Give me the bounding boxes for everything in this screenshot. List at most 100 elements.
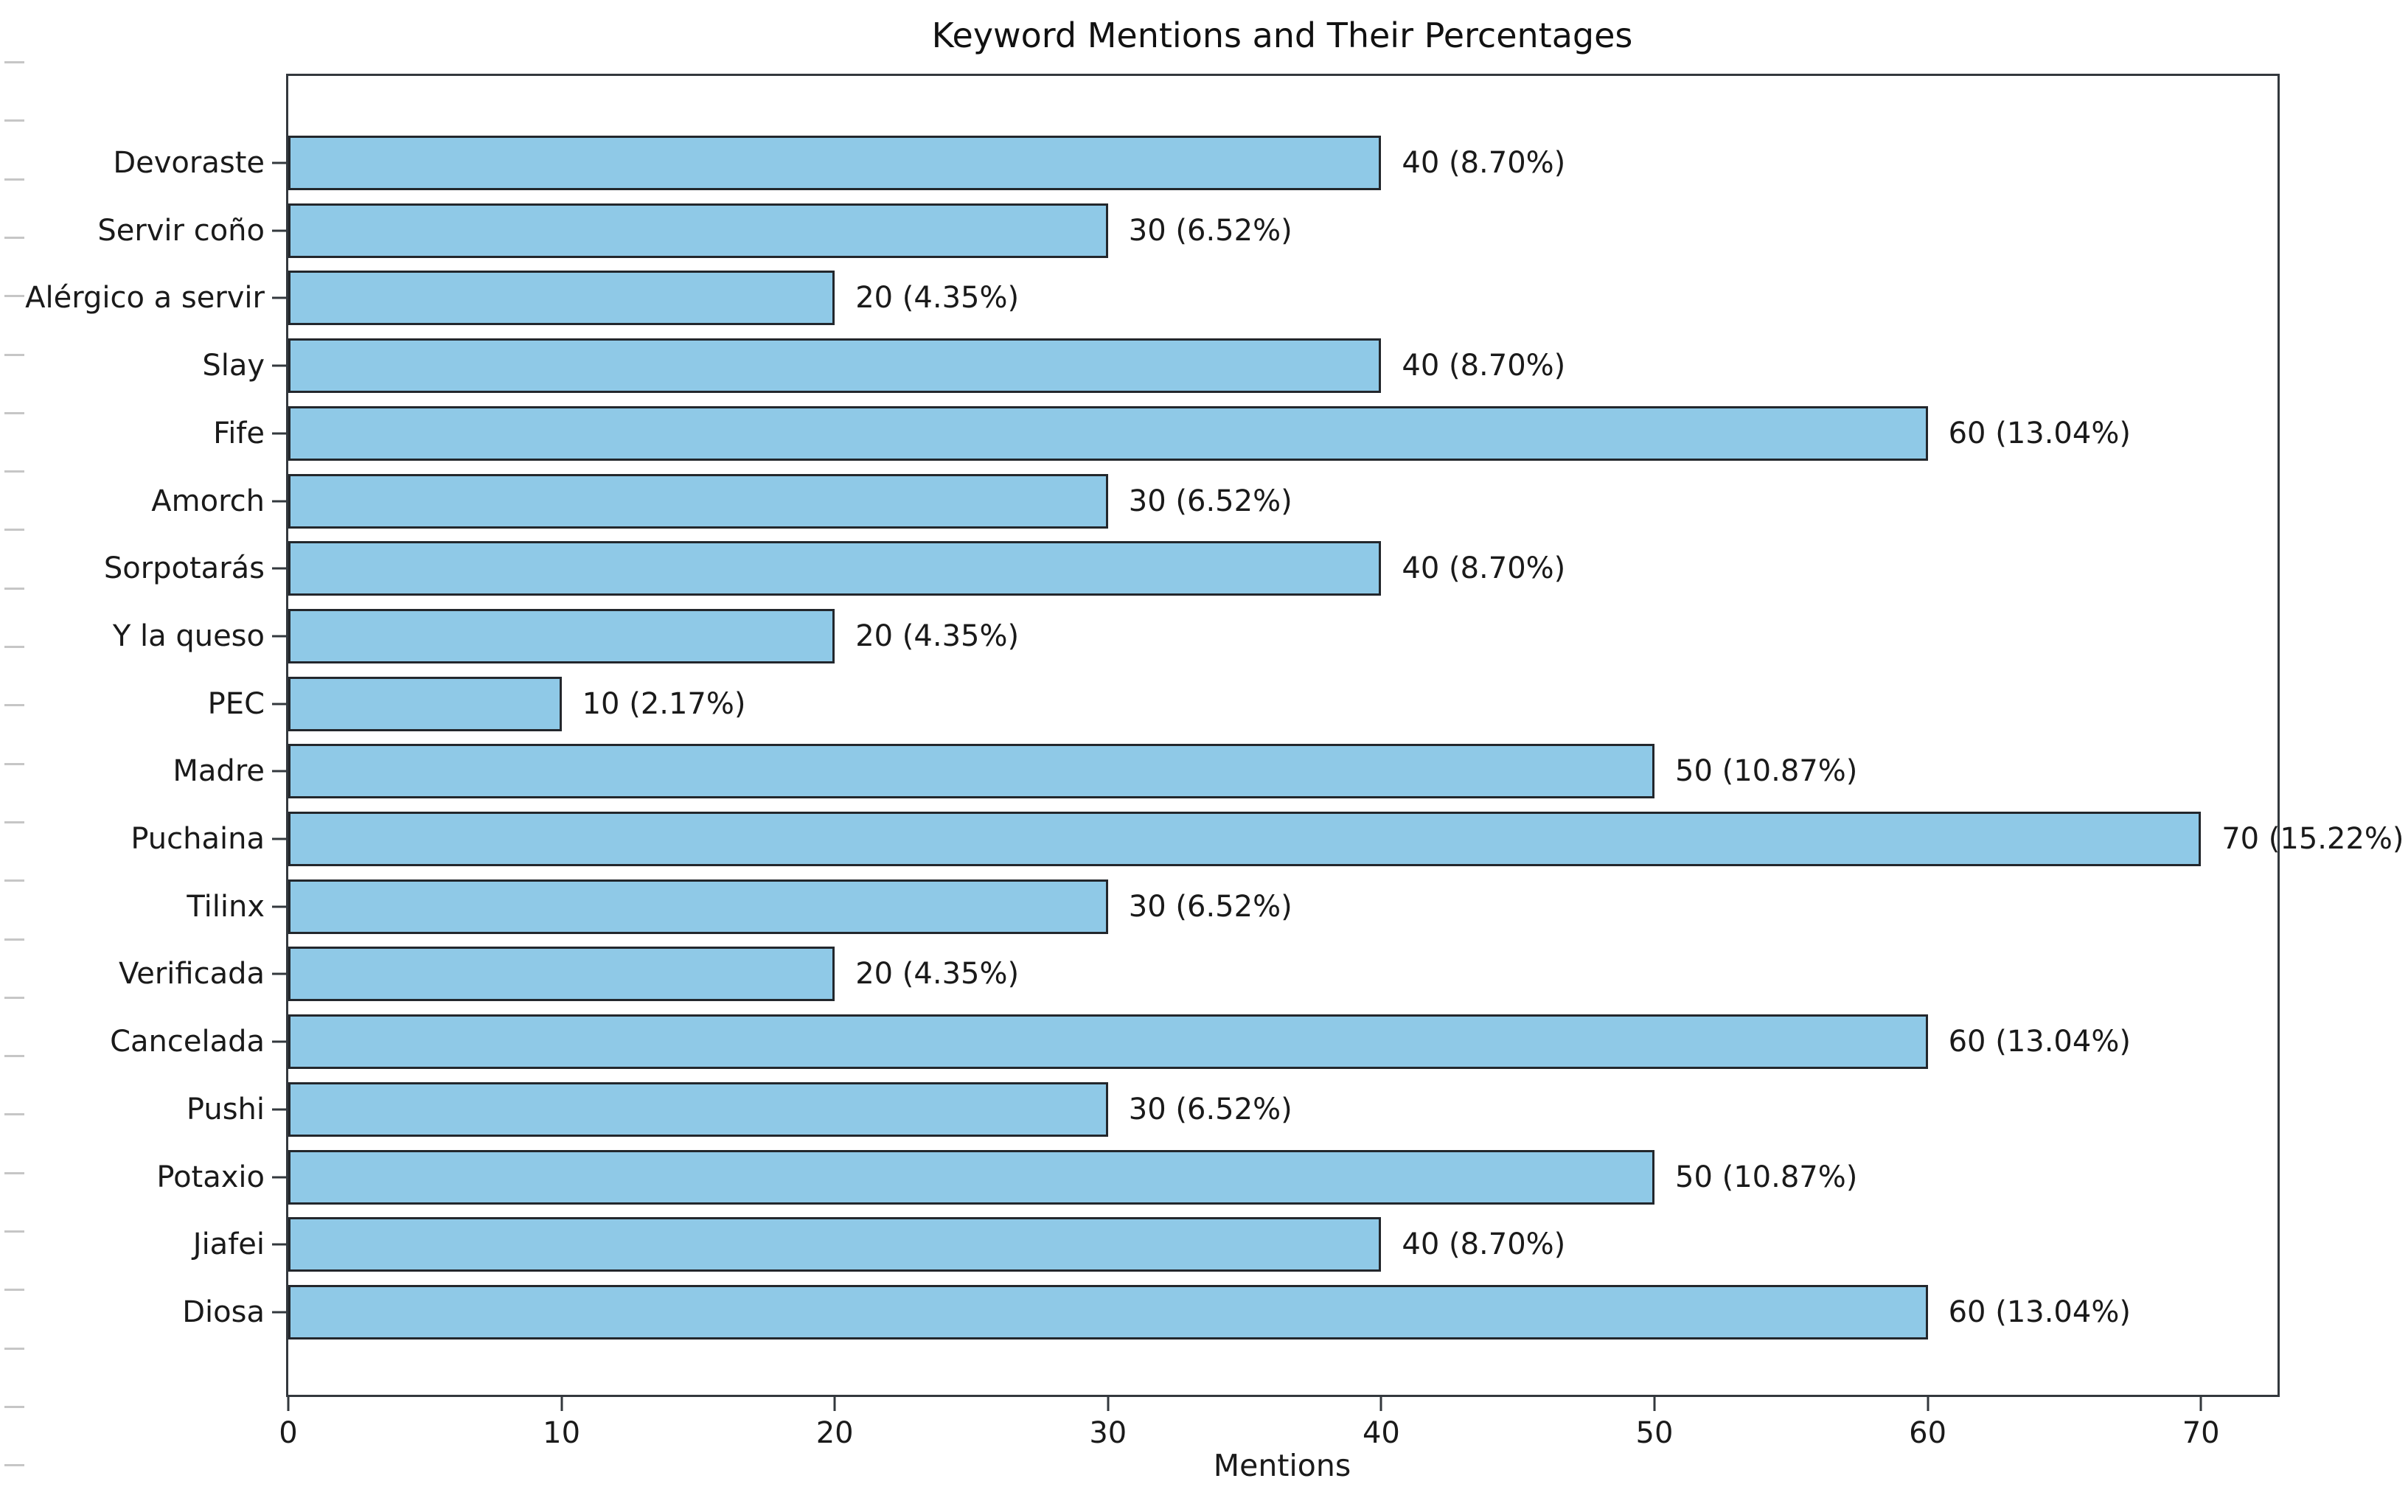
y-tick-label: Alérgico a servir xyxy=(25,281,265,316)
y-tick-mark xyxy=(272,296,286,299)
bar-value-label: 30 (6.52%) xyxy=(1128,213,1292,248)
bar-devoraste xyxy=(288,136,1382,190)
x-tick-label: 40 xyxy=(1362,1416,1400,1450)
x-tick-mark xyxy=(1653,1397,1656,1411)
y-tick-mark xyxy=(272,1243,286,1246)
y-tick-label: Amorch xyxy=(151,484,265,518)
x-tick-mark xyxy=(1927,1397,1929,1411)
left-edge-tick-mark xyxy=(4,762,24,765)
left-edge-tick-mark xyxy=(4,646,24,648)
left-edge-tick-mark xyxy=(4,470,24,473)
bar-pec xyxy=(288,676,562,731)
y-tick-mark xyxy=(272,635,286,638)
left-edge-tick-mark xyxy=(4,1464,24,1467)
x-tick-label: 0 xyxy=(279,1416,298,1450)
y-tick-label: Potaxio xyxy=(156,1160,265,1194)
left-edge-tick-mark xyxy=(4,529,24,532)
x-tick-mark xyxy=(560,1397,563,1411)
y-tick-mark xyxy=(272,161,286,164)
left-edge-tick-mark xyxy=(4,587,24,590)
bar-sorpotar-s xyxy=(288,541,1382,596)
bar-tilinx xyxy=(288,879,1108,934)
chart-title: Keyword Mentions and Their Percentages xyxy=(931,15,1633,55)
x-tick-label: 10 xyxy=(543,1416,581,1450)
y-tick-label: Devoraste xyxy=(113,146,265,180)
left-edge-tick-mark xyxy=(4,1289,24,1292)
bar-diosa xyxy=(288,1284,1928,1339)
y-tick-label: Diosa xyxy=(182,1295,265,1329)
left-edge-tick-mark xyxy=(4,1347,24,1350)
y-tick-mark xyxy=(272,500,286,502)
y-tick-label: Jiafei xyxy=(192,1227,265,1262)
y-tick-mark xyxy=(272,972,286,975)
bar-verificada xyxy=(288,947,835,1002)
y-tick-mark xyxy=(272,770,286,773)
bar-jiafei xyxy=(288,1217,1382,1272)
bar-value-label: 10 (2.17%) xyxy=(582,686,746,721)
x-tick-mark xyxy=(833,1397,836,1411)
y-tick-label: Madre xyxy=(173,754,265,789)
x-tick-label: 70 xyxy=(2182,1416,2220,1450)
plot-area: 40 (8.70%) Devoraste 30 (6.52%) Servir coño… xyxy=(25,74,2404,1448)
y-tick-label: Slay xyxy=(202,349,265,383)
left-edge-tick-mark xyxy=(4,1405,24,1408)
y-tick-mark xyxy=(272,432,286,435)
bar-puchaina xyxy=(288,812,2202,866)
bar-value-label: 50 (10.87%) xyxy=(1675,1160,1858,1194)
y-tick-label: Y la queso xyxy=(112,619,265,653)
bar-value-label: 40 (8.70%) xyxy=(1402,551,1566,586)
left-edge-tick-mark xyxy=(4,1055,24,1058)
bar-value-label: 40 (8.70%) xyxy=(1402,1227,1566,1262)
left-edge-tick-mark xyxy=(4,295,24,298)
bar-value-label: 50 (10.87%) xyxy=(1675,754,1858,789)
x-tick-mark xyxy=(1107,1397,1110,1411)
left-edge-tick-mark xyxy=(4,119,24,122)
y-tick-label: Fife xyxy=(213,416,265,450)
y-tick-label: Sorpotarás xyxy=(103,551,265,586)
x-tick-label: 60 xyxy=(1909,1416,1947,1450)
y-tick-label: Pushi xyxy=(186,1092,265,1126)
bar-value-label: 20 (4.35%) xyxy=(855,619,1020,653)
y-tick-mark xyxy=(272,703,286,706)
x-tick-mark xyxy=(287,1397,290,1411)
bar-fife xyxy=(288,405,1928,461)
left-edge-tick-mark xyxy=(4,938,24,941)
y-tick-mark xyxy=(272,1176,286,1178)
bar-pushi xyxy=(288,1081,1108,1137)
left-edge-tick-mark xyxy=(4,996,24,999)
bar-y-la-queso xyxy=(288,608,835,663)
left-edge-tick-mark xyxy=(4,1113,24,1116)
y-tick-label: Tilinx xyxy=(187,889,265,924)
left-edge-tick-mark xyxy=(4,821,24,823)
bar-value-label: 70 (15.22%) xyxy=(2221,822,2404,856)
bar-potaxio xyxy=(288,1149,1654,1205)
bar-al-rgico-a-servir xyxy=(288,271,835,326)
left-edge-tick-mark xyxy=(4,704,24,707)
x-tick-label: 30 xyxy=(1089,1416,1127,1450)
bar-value-label: 40 (8.70%) xyxy=(1402,146,1566,180)
y-tick-label: Cancelada xyxy=(110,1025,265,1059)
y-tick-label: PEC xyxy=(207,686,265,721)
bar-value-label: 60 (13.04%) xyxy=(1948,1025,2131,1059)
bar-value-label: 20 (4.35%) xyxy=(855,957,1020,992)
x-tick-label: 20 xyxy=(815,1416,854,1450)
bar-value-label: 30 (6.52%) xyxy=(1128,1092,1292,1126)
y-tick-label: Servir coño xyxy=(97,213,265,248)
left-edge-tick-mark xyxy=(4,353,24,356)
y-tick-mark xyxy=(272,837,286,840)
y-tick-mark xyxy=(272,1311,286,1314)
bar-value-label: 30 (6.52%) xyxy=(1128,484,1292,518)
left-edge-tick-mark xyxy=(4,1230,24,1233)
left-edge-tick-mark xyxy=(4,61,24,63)
y-tick-mark xyxy=(272,905,286,908)
left-edge-tick-mark xyxy=(4,236,24,239)
y-tick-mark xyxy=(272,567,286,570)
bar-value-label: 60 (13.04%) xyxy=(1948,1295,2131,1329)
bar-value-label: 20 (4.35%) xyxy=(855,281,1020,316)
bar-slay xyxy=(288,338,1382,394)
y-tick-mark xyxy=(272,364,286,367)
bar-value-label: 30 (6.52%) xyxy=(1128,889,1292,924)
left-edge-tick-mark xyxy=(4,411,24,414)
bar-value-label: 60 (13.04%) xyxy=(1948,416,2131,450)
